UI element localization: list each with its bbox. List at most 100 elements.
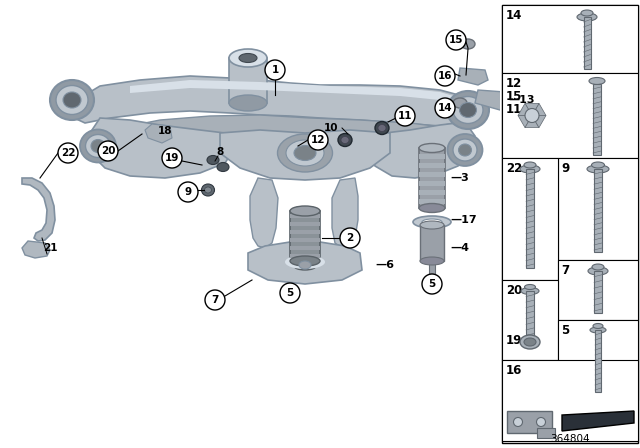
Circle shape <box>395 106 415 126</box>
Ellipse shape <box>593 323 603 328</box>
Polygon shape <box>248 241 362 284</box>
Polygon shape <box>108 115 460 148</box>
Ellipse shape <box>419 143 445 152</box>
Ellipse shape <box>591 162 605 168</box>
Ellipse shape <box>202 184 214 196</box>
Ellipse shape <box>86 134 111 158</box>
Bar <box>429 260 435 278</box>
Polygon shape <box>22 178 55 241</box>
Text: 7: 7 <box>561 264 569 277</box>
Bar <box>594 169 602 252</box>
Ellipse shape <box>420 221 444 229</box>
Text: 14: 14 <box>506 9 522 22</box>
Ellipse shape <box>460 103 477 117</box>
Ellipse shape <box>91 139 105 152</box>
Bar <box>419 154 445 159</box>
Text: 12: 12 <box>311 135 325 145</box>
Polygon shape <box>250 178 278 248</box>
Text: 1: 1 <box>271 65 278 75</box>
Ellipse shape <box>588 267 608 275</box>
Text: 11: 11 <box>397 111 412 121</box>
Ellipse shape <box>229 49 267 67</box>
Ellipse shape <box>513 418 522 426</box>
Bar <box>502 5 638 443</box>
Bar <box>500 0 640 448</box>
Circle shape <box>162 148 182 168</box>
Text: 18: 18 <box>157 126 172 136</box>
Bar <box>502 280 558 360</box>
Polygon shape <box>130 80 460 100</box>
Circle shape <box>308 130 328 150</box>
Text: 7: 7 <box>211 295 219 305</box>
Ellipse shape <box>592 264 604 270</box>
Text: 12: 12 <box>506 77 522 90</box>
Ellipse shape <box>453 139 477 161</box>
Ellipse shape <box>286 140 324 166</box>
Text: 11: 11 <box>506 103 522 116</box>
Bar <box>502 158 558 280</box>
Circle shape <box>435 66 455 86</box>
Ellipse shape <box>577 13 597 21</box>
Ellipse shape <box>294 262 316 270</box>
Polygon shape <box>532 116 546 128</box>
Polygon shape <box>518 116 532 128</box>
Text: 10: 10 <box>323 123 338 133</box>
Circle shape <box>435 98 455 118</box>
Ellipse shape <box>590 327 606 333</box>
Ellipse shape <box>453 96 483 124</box>
Ellipse shape <box>338 134 352 146</box>
Circle shape <box>525 108 539 122</box>
Polygon shape <box>525 103 539 116</box>
Bar <box>290 238 320 242</box>
Bar <box>526 291 534 343</box>
Circle shape <box>205 290 225 310</box>
Polygon shape <box>70 76 480 126</box>
Circle shape <box>422 274 442 294</box>
Text: 22: 22 <box>506 162 522 175</box>
Circle shape <box>178 182 198 202</box>
Polygon shape <box>368 122 475 178</box>
Polygon shape <box>475 90 510 110</box>
Ellipse shape <box>56 86 88 115</box>
Ellipse shape <box>524 162 536 168</box>
Bar <box>290 214 320 218</box>
Ellipse shape <box>80 129 116 163</box>
Text: —4: —4 <box>450 243 469 253</box>
Text: 5: 5 <box>561 324 569 337</box>
Ellipse shape <box>589 78 605 85</box>
Polygon shape <box>332 178 358 248</box>
Text: —6: —6 <box>375 260 394 270</box>
Ellipse shape <box>453 98 467 108</box>
Ellipse shape <box>299 261 311 269</box>
Bar <box>584 17 591 69</box>
Bar <box>419 181 445 186</box>
Text: 5: 5 <box>428 279 436 289</box>
Ellipse shape <box>294 146 316 160</box>
Bar <box>419 163 445 168</box>
Text: 20: 20 <box>506 284 522 297</box>
Ellipse shape <box>525 284 536 289</box>
Bar <box>290 254 320 258</box>
Text: 364804: 364804 <box>550 434 590 444</box>
Bar <box>419 172 445 177</box>
Ellipse shape <box>419 203 445 212</box>
Text: 20: 20 <box>100 146 115 156</box>
Bar <box>502 5 638 73</box>
Ellipse shape <box>422 219 442 225</box>
Circle shape <box>340 228 360 248</box>
Text: —3: —3 <box>450 173 468 183</box>
Ellipse shape <box>229 95 267 111</box>
Ellipse shape <box>278 134 333 172</box>
Bar <box>419 190 445 195</box>
Ellipse shape <box>581 10 593 16</box>
Bar <box>507 411 552 433</box>
Text: 14: 14 <box>438 103 452 113</box>
Bar <box>290 211 320 261</box>
Ellipse shape <box>290 206 320 216</box>
Bar <box>593 84 601 155</box>
Text: 2: 2 <box>346 233 354 243</box>
Polygon shape <box>525 116 539 128</box>
Bar <box>290 230 320 234</box>
Bar <box>595 330 601 392</box>
Ellipse shape <box>285 255 325 269</box>
